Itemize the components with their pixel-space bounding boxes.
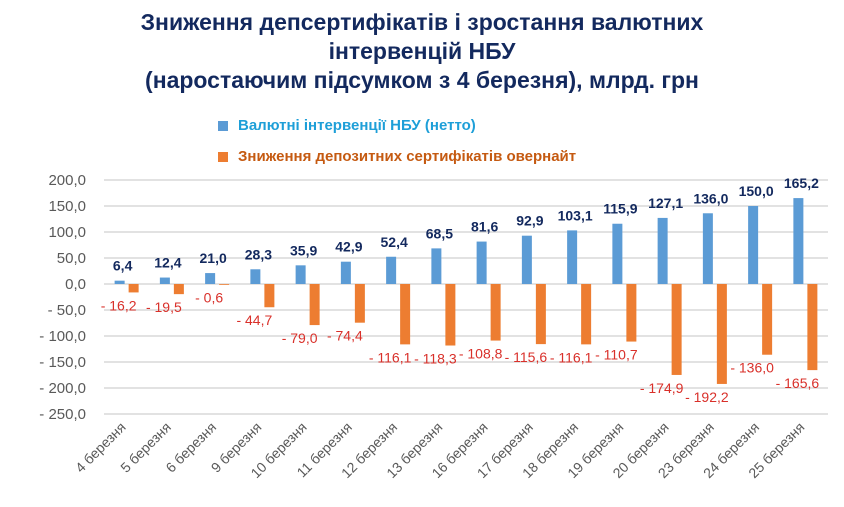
legend-label: Валютні інтервенції НБУ (нетто) bbox=[238, 117, 476, 134]
bar-interventions bbox=[159, 277, 170, 284]
data-label: 35,9 bbox=[290, 242, 317, 258]
title-line: (наростаючим підсумком з 4 березня), млр… bbox=[145, 67, 699, 93]
bar-certificates bbox=[354, 284, 365, 323]
legend-item-certificates: Зниження депозитних сертифікатів овернай… bbox=[218, 148, 576, 165]
title-line: Зниження депсертифікатів і зростання вал… bbox=[140, 9, 704, 35]
bar-certificates bbox=[219, 284, 230, 285]
data-label: - 136,0 bbox=[730, 360, 774, 376]
data-label: 150,0 bbox=[739, 183, 774, 199]
bar-interventions bbox=[476, 241, 487, 284]
bar-interventions bbox=[431, 248, 442, 284]
y-tick-label: - 150,0 bbox=[39, 354, 86, 371]
bar-interventions bbox=[114, 280, 125, 284]
data-label: 52,4 bbox=[381, 234, 408, 250]
bar-interventions bbox=[386, 256, 397, 284]
data-label: - 118,3 bbox=[414, 351, 457, 367]
bar-interventions bbox=[702, 213, 713, 284]
data-label: 12,4 bbox=[154, 255, 181, 271]
data-label: 28,3 bbox=[245, 246, 272, 262]
bar-interventions bbox=[205, 273, 216, 284]
bar-interventions bbox=[748, 206, 759, 284]
data-label: 68,5 bbox=[426, 225, 453, 241]
bar-interventions bbox=[567, 230, 578, 284]
data-label: 136,0 bbox=[693, 190, 728, 206]
bar-certificates bbox=[264, 284, 275, 308]
y-tick-label: 50,0 bbox=[57, 250, 86, 267]
bar-interventions bbox=[521, 235, 532, 284]
data-label: 42,9 bbox=[335, 239, 362, 255]
y-tick-label: - 250,0 bbox=[39, 406, 86, 423]
y-tick-label: - 100,0 bbox=[39, 328, 86, 345]
data-label: - 116,1 bbox=[550, 349, 593, 365]
y-tick-label: - 50,0 bbox=[48, 302, 86, 319]
data-label: - 74,4 bbox=[327, 328, 363, 344]
bar-interventions bbox=[657, 217, 668, 284]
bar-certificates bbox=[671, 284, 682, 375]
data-label: - 0,6 bbox=[195, 289, 223, 305]
data-label: - 110,7 bbox=[595, 347, 638, 363]
bar-certificates bbox=[309, 284, 320, 326]
bar-interventions bbox=[295, 265, 306, 284]
legend-label: Зниження депозитних сертифікатів овернай… bbox=[238, 148, 577, 165]
bar-certificates bbox=[490, 284, 501, 341]
legend-swatch bbox=[218, 120, 228, 131]
data-label: 127,1 bbox=[648, 195, 683, 211]
bar-interventions bbox=[340, 261, 351, 284]
data-label: 103,1 bbox=[558, 207, 593, 223]
chart-title: Зниження депсертифікатів і зростання вал… bbox=[0, 8, 844, 95]
data-label: - 19,5 bbox=[146, 299, 182, 315]
data-label: - 174,9 bbox=[640, 380, 684, 396]
y-tick-label: 150,0 bbox=[48, 198, 86, 215]
title-line: інтервенцій НБУ bbox=[328, 38, 516, 64]
data-label: - 192,2 bbox=[685, 389, 729, 405]
bar-certificates bbox=[400, 284, 411, 345]
y-tick-label: - 200,0 bbox=[39, 380, 86, 397]
bar-interventions bbox=[250, 269, 261, 284]
data-label: - 165,6 bbox=[776, 375, 820, 391]
data-label: 115,9 bbox=[603, 201, 637, 217]
data-label: 81,6 bbox=[471, 219, 498, 235]
data-label: 165,2 bbox=[784, 175, 819, 191]
legend-item-interventions: Валютні інтервенції НБУ (нетто) bbox=[218, 117, 476, 134]
bar-certificates bbox=[807, 284, 818, 371]
data-label: 92,9 bbox=[516, 213, 543, 229]
data-label: - 115,6 bbox=[505, 349, 548, 365]
data-label: - 108,8 bbox=[459, 346, 503, 362]
bar-interventions bbox=[612, 223, 623, 284]
bar-certificates bbox=[445, 284, 456, 346]
data-label: - 44,7 bbox=[236, 312, 272, 328]
data-label: - 79,0 bbox=[282, 330, 318, 346]
bar-certificates bbox=[762, 284, 773, 355]
data-label: - 16,2 bbox=[101, 297, 137, 313]
bar-certificates bbox=[173, 284, 184, 295]
bar-certificates bbox=[535, 284, 546, 345]
y-tick-label: 100,0 bbox=[48, 224, 86, 241]
data-label: 21,0 bbox=[200, 250, 227, 266]
legend-swatch bbox=[218, 151, 228, 162]
bar-interventions bbox=[793, 198, 804, 284]
bar-certificates bbox=[581, 284, 592, 345]
bar-certificates bbox=[128, 284, 139, 293]
bar-certificates bbox=[716, 284, 727, 384]
data-label: - 116,1 bbox=[369, 349, 412, 365]
bar-certificates bbox=[626, 284, 637, 342]
y-tick-label: 0,0 bbox=[65, 276, 86, 293]
y-tick-label: 200,0 bbox=[48, 172, 86, 189]
data-label: 6,4 bbox=[113, 258, 133, 274]
